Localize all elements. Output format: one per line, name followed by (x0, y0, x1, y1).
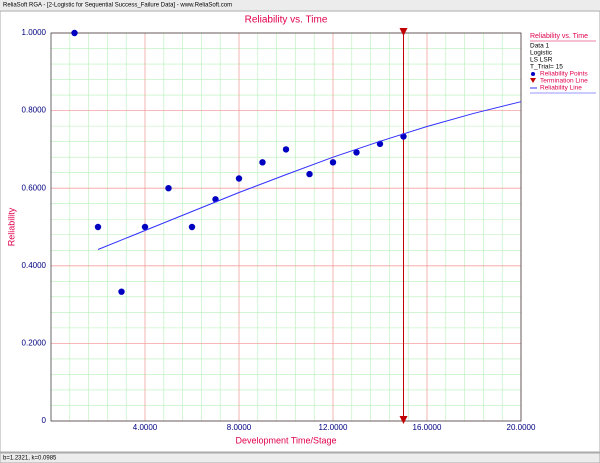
legend-symbol (531, 72, 535, 76)
y-axis-label: Reliability (6, 207, 16, 246)
y-tick-label: 0.4000 (22, 261, 47, 270)
data-point (188, 223, 196, 231)
data-point (165, 185, 172, 192)
data-point (235, 175, 243, 182)
legend-label: Termination Line (540, 78, 588, 85)
data-point (353, 149, 360, 156)
legend-info: Logistic (530, 50, 553, 57)
legend-label: Reliability Points (540, 71, 588, 78)
window-title: ReliaSoft RGA - [2-Logistic for Sequenti… (3, 3, 232, 9)
legend-info: LS LSR (530, 57, 553, 64)
y-tick-label: 0.6000 (22, 183, 47, 192)
plot-area (51, 33, 521, 421)
plot-border (50, 32, 522, 422)
y-tick-label: 0.8000 (22, 106, 47, 115)
legend-info: Data 1 (530, 43, 550, 50)
data-point (94, 223, 102, 231)
data-point (141, 223, 149, 231)
x-tick-label: 8.0000 (227, 423, 252, 432)
y-tick-label: 0 (42, 416, 47, 425)
status-bar (0, 452, 600, 463)
title-bar (0, 0, 600, 10)
data-point (306, 170, 313, 178)
data-point (118, 288, 125, 295)
legend-label: Reliability Line (540, 85, 582, 92)
data-point (329, 159, 337, 166)
y-tick-label: 1.0000 (22, 28, 47, 37)
data-point (71, 29, 78, 37)
data-point (259, 159, 266, 166)
x-axis-label: Development Time/Stage (235, 435, 336, 445)
y-tick-label: 0.2000 (22, 339, 47, 348)
termination-marker (399, 28, 408, 36)
legend-symbol (530, 78, 536, 83)
chart-title: Reliability vs. Time (245, 15, 328, 26)
x-tick-label: 16.0000 (413, 423, 442, 432)
data-point (282, 146, 290, 153)
legend-title: Reliability vs. Time (530, 33, 588, 40)
status-text: b=1.2321, k=0.0985 (3, 456, 57, 462)
termination-marker (399, 416, 408, 424)
reliability-line (97, 101, 522, 250)
x-tick-label: 4.0000 (133, 423, 158, 432)
legend-info: T_Trial= 15 (530, 64, 563, 71)
x-tick-label: 20.0000 (507, 423, 536, 432)
x-tick-label: 12.0000 (319, 423, 348, 432)
